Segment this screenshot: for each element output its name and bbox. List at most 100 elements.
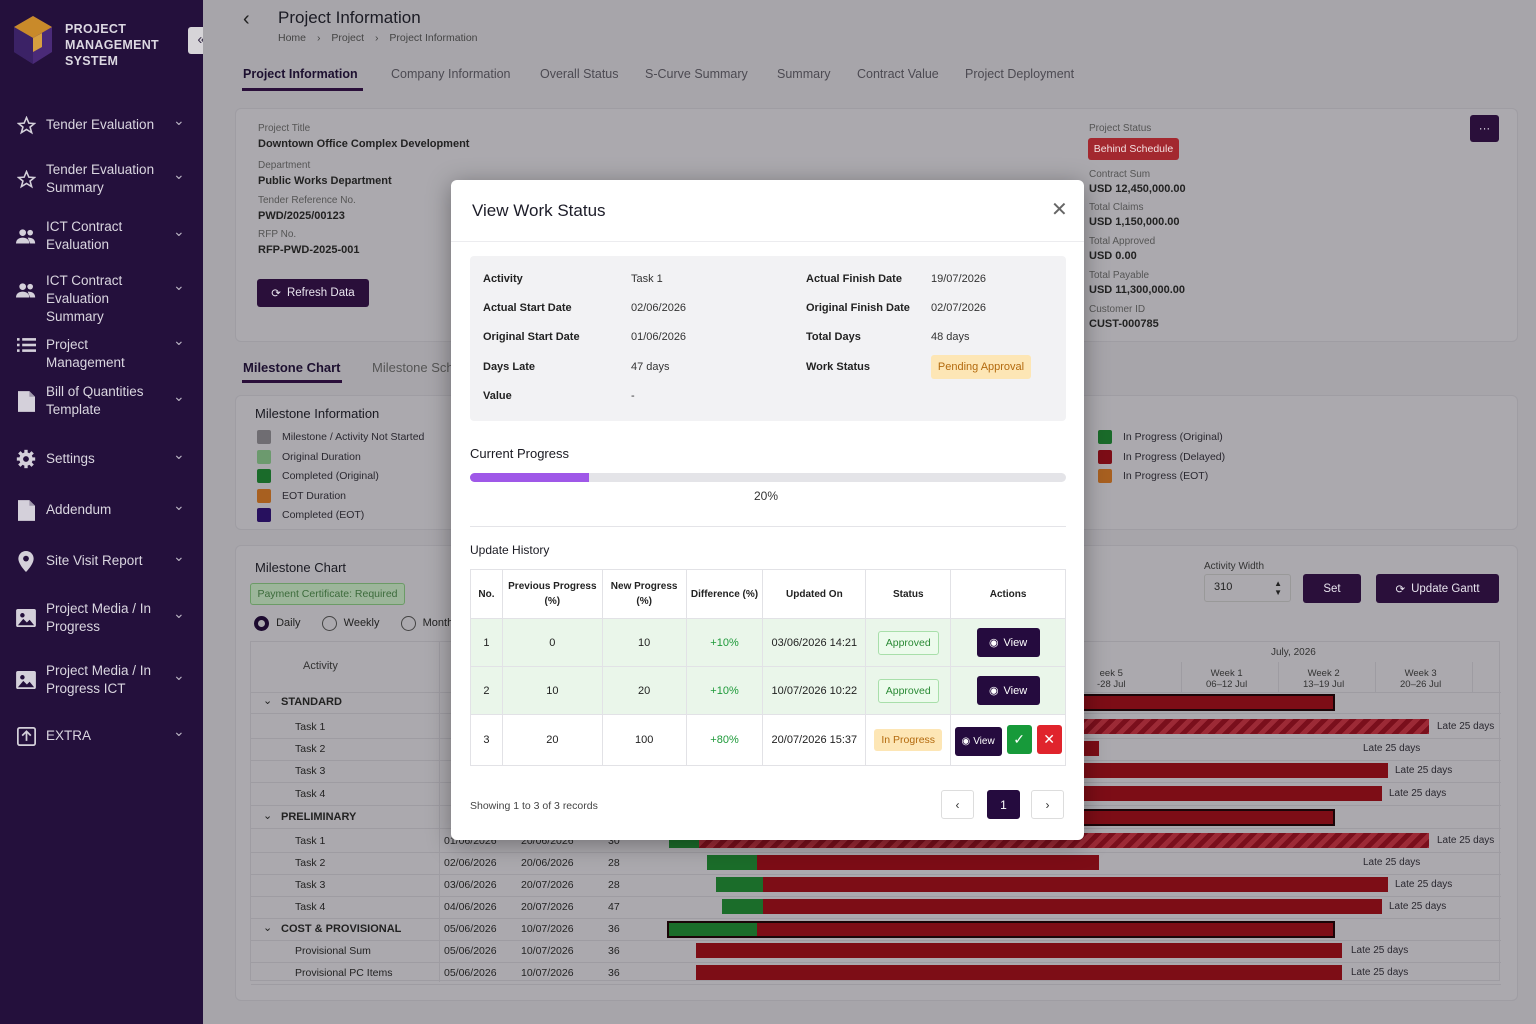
gantt-bar[interactable] bbox=[696, 965, 1342, 980]
field-label: Total Claims bbox=[1089, 202, 1144, 213]
field-label: Department bbox=[258, 160, 311, 171]
sidebar-item-extra[interactable]: EXTRA ⌄ bbox=[0, 723, 203, 748]
project-status-badge: Behind Schedule bbox=[1088, 138, 1179, 160]
tab-project-information[interactable]: Project Information bbox=[243, 67, 358, 81]
stepper-icon[interactable]: ▲ ▼ bbox=[1274, 579, 1282, 597]
prev-page-button[interactable]: ‹ bbox=[941, 790, 974, 819]
reject-x-icon[interactable]: ✕ bbox=[1036, 724, 1062, 754]
tab-summary[interactable]: Summary bbox=[777, 67, 831, 81]
cell-on: 03/06/2026 14:21 bbox=[762, 618, 867, 667]
gantt-cell-days: 36 bbox=[608, 945, 620, 957]
chevron-down-icon[interactable]: ⌄ bbox=[263, 922, 273, 934]
sidebar-item-project-media-in-progress[interactable]: Project Media / In Progress ⌄ bbox=[0, 601, 203, 634]
sidebar-item-ict-contract-evaluation[interactable]: ICT Contract Evaluation ⌄ bbox=[0, 219, 203, 252]
view-work-status-modal: View Work Status ✕ Activity Task 1 Actua… bbox=[451, 180, 1084, 840]
radio-weekly[interactable] bbox=[321, 616, 337, 631]
sidebar-item-settings[interactable]: Settings ⌄ bbox=[0, 446, 203, 471]
chevron-down-icon[interactable]: ⌄ bbox=[173, 112, 185, 128]
upload-icon bbox=[16, 726, 36, 746]
actual-finish-value: 19/07/2026 bbox=[931, 273, 987, 285]
chevron-down-icon[interactable]: ⌄ bbox=[173, 497, 185, 513]
chevron-down-icon[interactable]: ⌄ bbox=[173, 388, 185, 404]
tab-company-information[interactable]: Company Information bbox=[391, 67, 511, 81]
gantt-bar[interactable] bbox=[667, 921, 1335, 938]
view-button[interactable]: ◉ View bbox=[976, 628, 1040, 657]
tab-overall-status[interactable]: Overall Status bbox=[540, 67, 619, 81]
sidebar-item-addendum[interactable]: Addendum ⌄ bbox=[0, 497, 203, 522]
app-brand: PROJECT MANAGEMENT SYSTEM bbox=[65, 21, 159, 69]
sidebar-item-tender-evaluation-summary[interactable]: Tender Evaluation Summary ⌄ bbox=[0, 162, 203, 195]
more-options-button[interactable]: ··· bbox=[1470, 115, 1499, 142]
field-label: Tender Reference No. bbox=[258, 195, 356, 206]
view-button[interactable]: ◉ View bbox=[954, 726, 1002, 756]
gantt-group-label: COST & PROVISIONAL bbox=[281, 923, 402, 935]
gantt-task-label: Task 3 bbox=[295, 879, 326, 891]
view-button[interactable]: ◉ View bbox=[976, 676, 1040, 705]
brand-line: MANAGEMENT bbox=[65, 38, 159, 52]
chevron-down-icon[interactable]: ⌄ bbox=[173, 166, 185, 182]
approve-check-icon[interactable]: ✓ bbox=[1006, 724, 1032, 754]
tab-project-deployment[interactable]: Project Deployment bbox=[965, 67, 1075, 81]
activity-width-input[interactable]: 310 ▲ ▼ bbox=[1204, 574, 1291, 602]
chevron-down-icon[interactable]: ⌄ bbox=[173, 223, 185, 239]
field-label: Actual Start Date bbox=[483, 302, 572, 314]
refresh-data-button[interactable]: ⟳ Refresh Data bbox=[257, 279, 369, 307]
sidebar-item-ict-contract-evaluation-summary[interactable]: ICT Contract Evaluation Summary ⌄ bbox=[0, 273, 203, 324]
radio-monthly[interactable] bbox=[400, 616, 416, 631]
close-icon[interactable]: ✕ bbox=[1051, 199, 1068, 221]
tab-milestone-schedule[interactable]: Milestone Sch bbox=[372, 360, 454, 375]
sidebar-item-project-media-in-progress-ict[interactable]: Project Media / In Progress ICT ⌄ bbox=[0, 663, 203, 696]
chevron-down-icon[interactable]: ⌄ bbox=[173, 605, 185, 621]
breadcrumb-project[interactable]: Project bbox=[331, 32, 365, 44]
radio-label: Daily bbox=[276, 617, 301, 630]
chevron-down-icon[interactable]: ⌄ bbox=[173, 277, 185, 293]
gantt-bar[interactable] bbox=[716, 877, 1388, 892]
sidebar-item-project-management[interactable]: Project Management ⌄ bbox=[0, 332, 203, 370]
gantt-bar[interactable] bbox=[722, 899, 1382, 914]
tab-contract-value[interactable]: Contract Value bbox=[857, 67, 939, 81]
radio-daily[interactable] bbox=[254, 616, 269, 631]
gantt-cell-days: 36 bbox=[608, 967, 620, 979]
next-page-button[interactable]: › bbox=[1031, 790, 1064, 819]
gantt-cell-end: 10/07/2026 bbox=[521, 945, 574, 957]
update-gantt-button[interactable]: ⟳ Update Gantt bbox=[1376, 574, 1499, 603]
week-header: Week 2 13–19 Jul bbox=[1303, 668, 1344, 690]
cell-new: 100 bbox=[601, 714, 687, 766]
chevron-down-icon[interactable]: ⌄ bbox=[263, 695, 273, 707]
late-label: Late 25 days bbox=[1395, 879, 1453, 890]
image-icon bbox=[16, 670, 36, 690]
gantt-progress-bar bbox=[669, 923, 757, 936]
actual-start-value: 02/06/2026 bbox=[631, 302, 687, 314]
milestone-chart-title: Milestone Chart bbox=[255, 560, 347, 575]
gantt-bar[interactable] bbox=[707, 855, 1099, 870]
pin-icon bbox=[16, 550, 36, 572]
chevron-down-icon[interactable]: ⌄ bbox=[173, 723, 185, 739]
set-button[interactable]: Set bbox=[1303, 574, 1361, 603]
field-label: Days Late bbox=[483, 361, 535, 373]
chevron-down-icon[interactable]: ⌄ bbox=[263, 810, 273, 822]
total-claims-value: USD 1,150,000.00 bbox=[1089, 216, 1180, 228]
gantt-bar[interactable] bbox=[696, 943, 1342, 958]
sidebar-item-site-visit-report[interactable]: Site Visit Report ⌄ bbox=[0, 548, 203, 573]
gantt-task-label: Task 1 bbox=[295, 835, 326, 847]
back-arrow-icon[interactable]: ‹ bbox=[243, 8, 250, 30]
active-tab-underline bbox=[242, 88, 363, 91]
sidebar-item-tender-evaluation[interactable]: Tender Evaluation ⌄ bbox=[0, 112, 203, 137]
chevron-down-icon[interactable]: ⌄ bbox=[173, 446, 185, 462]
week-label: Week 1 bbox=[1210, 668, 1243, 679]
chevron-down-icon[interactable]: ⌄ bbox=[173, 332, 185, 348]
sidebar-item-bill-of-quantities-template[interactable]: Bill of Quantities Template ⌄ bbox=[0, 384, 203, 417]
breadcrumb-home[interactable]: Home bbox=[278, 32, 307, 44]
cell-no: 3 bbox=[470, 714, 503, 766]
week-dates: 20–26 Jul bbox=[1400, 679, 1442, 690]
field-label: Total Approved bbox=[1089, 236, 1156, 247]
tab-s-curve-summary[interactable]: S-Curve Summary bbox=[645, 67, 748, 81]
tab-milestone-chart[interactable]: Milestone Chart bbox=[243, 360, 341, 375]
gantt-group-label: STANDARD bbox=[281, 696, 342, 708]
gantt-task-label: Task 4 bbox=[295, 788, 326, 800]
page-1-button[interactable]: 1 bbox=[987, 790, 1020, 819]
week-header: Week 1 06–12 Jul bbox=[1206, 668, 1247, 690]
chevron-down-icon[interactable]: ⌄ bbox=[173, 548, 185, 564]
sidebar-item-label: Bill of Quantities Template bbox=[46, 384, 144, 417]
chevron-down-icon[interactable]: ⌄ bbox=[173, 667, 185, 683]
